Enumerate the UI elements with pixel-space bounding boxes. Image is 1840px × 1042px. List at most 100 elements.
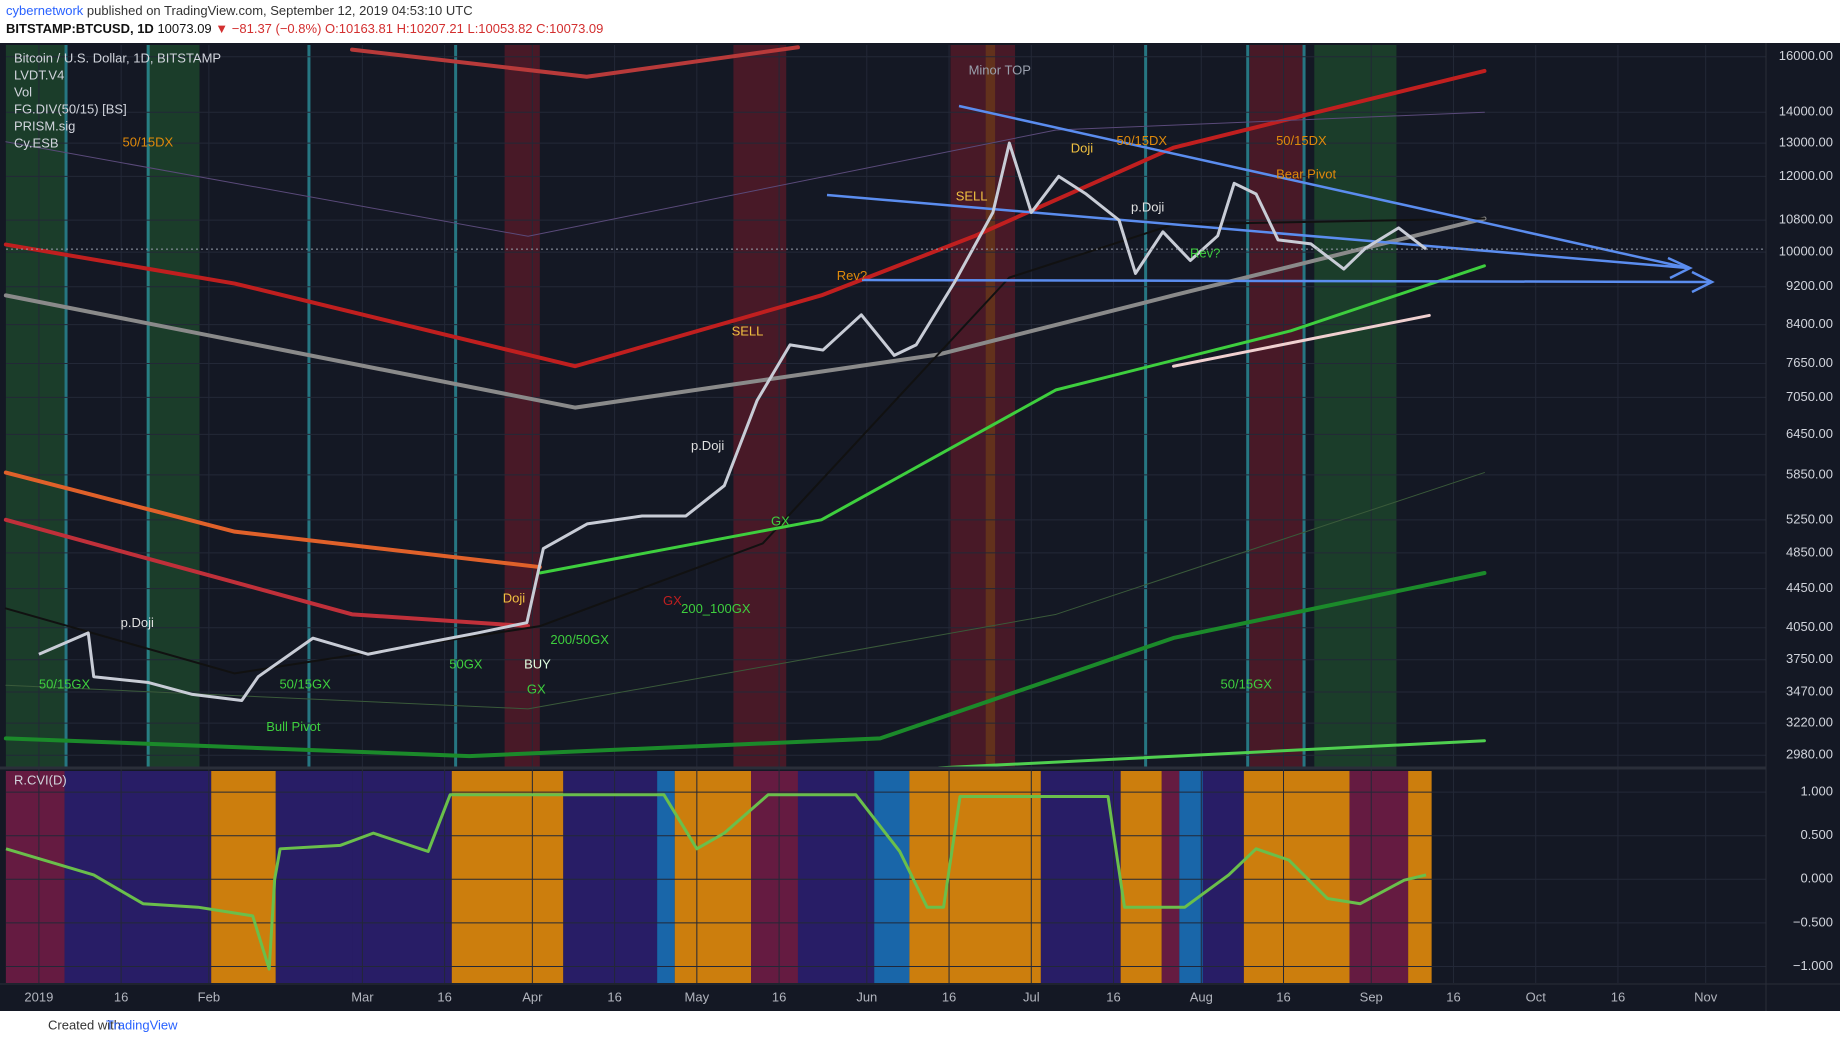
indicator-label: LVDT.V4 bbox=[14, 67, 64, 82]
footer-brand[interactable]: TradingView bbox=[106, 1017, 178, 1032]
trendline bbox=[958, 104, 1689, 270]
x-tick-label: Jun bbox=[856, 989, 877, 1004]
annotation: p.Doji bbox=[691, 438, 724, 453]
annotation: 200/50GX bbox=[550, 632, 609, 647]
change: ▼ −81.37 (−0.8%) bbox=[215, 21, 321, 36]
signal-band bbox=[985, 45, 996, 767]
y-tick-label: 1.000 bbox=[1800, 784, 1833, 799]
signal-line bbox=[307, 45, 311, 767]
author[interactable]: cybernetwork bbox=[6, 3, 84, 18]
cvi-band bbox=[352, 771, 452, 983]
cvi-band bbox=[874, 771, 910, 983]
annotation: p.Doji bbox=[1131, 199, 1164, 214]
moving-averages bbox=[3, 45, 1487, 770]
signal-band bbox=[504, 45, 540, 767]
annotation: 50/15DX bbox=[123, 134, 174, 149]
annotation: Minor TOP bbox=[969, 62, 1031, 77]
moving-average bbox=[3, 470, 542, 570]
y-tick-label: 16000.00 bbox=[1779, 48, 1833, 63]
cvi-band bbox=[451, 771, 564, 983]
y-tick-label: 5850.00 bbox=[1786, 466, 1833, 481]
annotation: 200_100GX bbox=[681, 601, 751, 616]
cvi-band bbox=[1243, 771, 1350, 983]
moving-average bbox=[350, 45, 800, 79]
y-tick-label: 3470.00 bbox=[1786, 683, 1833, 698]
footer-created: Created with bbox=[48, 1017, 121, 1032]
moving-average bbox=[3, 68, 1487, 369]
cvi-band bbox=[1202, 771, 1244, 983]
y-tick-label: 10800.00 bbox=[1779, 212, 1833, 227]
trendline bbox=[861, 278, 1711, 284]
y-tick-label: 7650.00 bbox=[1786, 355, 1833, 370]
y-tick-label: 13000.00 bbox=[1779, 135, 1833, 150]
series-line bbox=[5, 793, 1427, 971]
x-tick-label: Nov bbox=[1694, 989, 1718, 1004]
x-tick-label: 16 bbox=[1611, 989, 1625, 1004]
signal-line bbox=[1302, 45, 1306, 767]
chart-title: Bitcoin / U.S. Dollar, 1D, BITSTAMP bbox=[14, 50, 221, 65]
moving-average bbox=[937, 739, 1486, 770]
cvi-band bbox=[563, 771, 658, 983]
symbol-line: BITSTAMP:BTCUSD, 1D 10073.09 ▼ −81.37 (−… bbox=[6, 21, 603, 36]
cvi-band bbox=[5, 771, 65, 983]
x-tick-label: 16 bbox=[1276, 989, 1290, 1004]
arrow-head bbox=[1667, 256, 1693, 280]
signal-band bbox=[733, 45, 787, 767]
moving-average bbox=[1171, 313, 1431, 368]
cvi-band bbox=[1120, 771, 1162, 983]
y-tick-label: 5250.00 bbox=[1786, 511, 1833, 526]
y-tick-label: 14000.00 bbox=[1779, 104, 1833, 119]
last-price: 10073.09 bbox=[157, 21, 211, 36]
signal-line bbox=[454, 45, 458, 767]
x-tick-label: May bbox=[685, 989, 710, 1004]
indicator-label: PRISM.sig bbox=[14, 118, 75, 133]
y-tick-label: 2980.00 bbox=[1786, 747, 1833, 762]
annotation: 50GX bbox=[449, 657, 483, 672]
y-tick-label: 4850.00 bbox=[1786, 544, 1833, 559]
x-tick-label: 16 bbox=[1106, 989, 1120, 1004]
x-tick-label: 16 bbox=[114, 989, 128, 1004]
cvi-band bbox=[674, 771, 752, 983]
cvi-band bbox=[1179, 771, 1203, 983]
cvi-band bbox=[1161, 771, 1180, 983]
close: C:10073.09 bbox=[536, 21, 603, 36]
x-tick-label: 16 bbox=[942, 989, 956, 1004]
x-tick-label: 16 bbox=[1446, 989, 1460, 1004]
series-line bbox=[38, 141, 1427, 702]
header-line: cybernetwork published on TradingView.co… bbox=[6, 3, 473, 18]
y-tick-label: 4450.00 bbox=[1786, 580, 1833, 595]
signal-band bbox=[146, 45, 200, 767]
moving-average bbox=[3, 517, 531, 629]
annotation: 50/15GX bbox=[1221, 677, 1273, 692]
annotation: SELL bbox=[732, 323, 764, 338]
annotation: Bull Pivot bbox=[266, 719, 321, 734]
arrow-head bbox=[1691, 270, 1715, 294]
plot bbox=[5, 141, 1766, 971]
x-tick-label: 16 bbox=[772, 989, 786, 1004]
annotation: p.Doji bbox=[121, 615, 154, 630]
signal-band bbox=[950, 45, 1016, 767]
x-tick-label: Mar bbox=[351, 989, 374, 1004]
moving-average bbox=[538, 264, 1486, 575]
cvi-band bbox=[797, 771, 875, 983]
x-tick-label: Feb bbox=[198, 989, 220, 1004]
signal-band bbox=[5, 45, 65, 767]
moving-average bbox=[5, 111, 1485, 237]
x-tick-label: Oct bbox=[1526, 989, 1547, 1004]
signal-band bbox=[1249, 45, 1303, 767]
y-tick-label: 0.000 bbox=[1800, 871, 1833, 886]
published: published on TradingView.com, September … bbox=[83, 3, 472, 18]
cvi-band bbox=[1349, 771, 1409, 983]
low: L:10053.82 bbox=[467, 21, 532, 36]
x-tick-label: 16 bbox=[607, 989, 621, 1004]
y-tick-label: 0.500 bbox=[1800, 827, 1833, 842]
moving-average bbox=[3, 570, 1487, 759]
annotation: Doji bbox=[1071, 140, 1094, 155]
pane-title: R.CVI(D) bbox=[14, 772, 67, 787]
x-tick-label: Sep bbox=[1360, 989, 1383, 1004]
indicator-label: FG.DIV(50/15) [BS] bbox=[14, 101, 127, 116]
y-tick-label: 10000.00 bbox=[1779, 244, 1833, 259]
annotation: SELL bbox=[956, 189, 988, 204]
x-tick-label: 2019 bbox=[24, 989, 53, 1004]
signal-band bbox=[1314, 45, 1397, 767]
